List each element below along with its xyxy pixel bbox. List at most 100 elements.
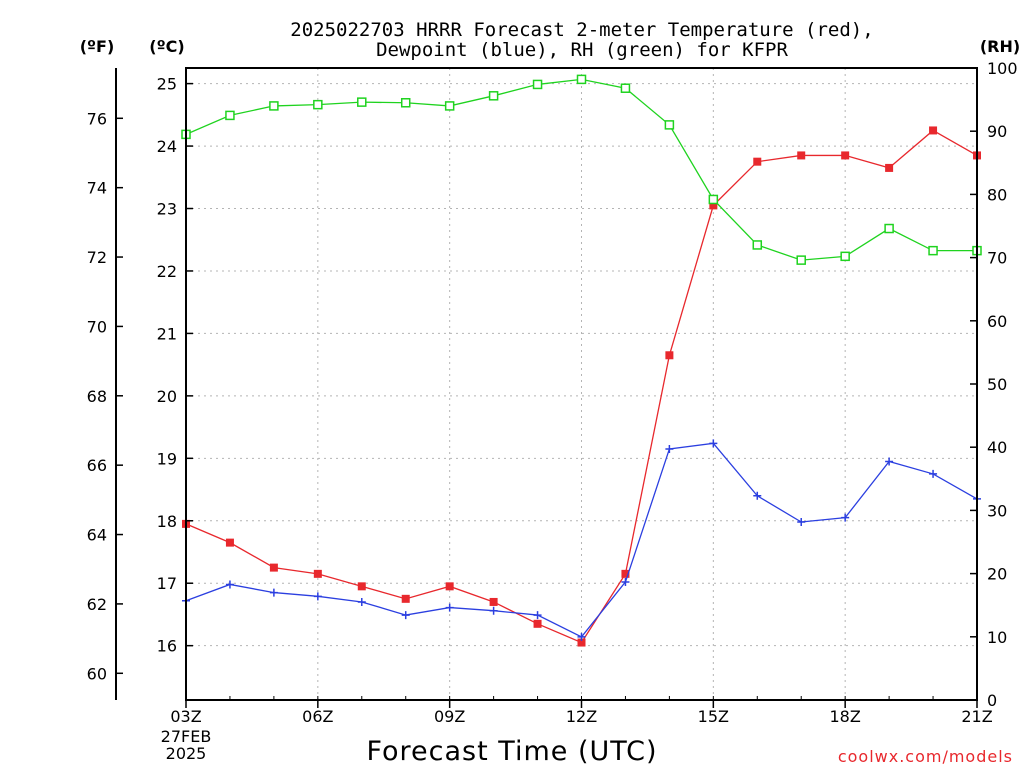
x-date-label: 27FEB [161,727,212,746]
series-rh [181,74,982,265]
rh-point [313,99,323,110]
rh-line [185,78,977,261]
rh-point [840,251,850,262]
x-year-label: 2025 [166,744,207,763]
temperature-point [269,563,278,572]
temperature-point [357,582,366,591]
temperature-point [533,619,542,628]
celsius-tick-label: 21 [157,324,177,343]
rh-tick-label: 90 [987,122,1007,141]
grid-lines [186,68,977,700]
dewpoint-point [489,606,498,615]
dewpoint-point [577,632,586,641]
series-dewpoint [182,439,981,641]
temperature-point [489,597,498,606]
rh-point [752,240,763,250]
fahrenheit-tick-label: 64 [87,526,107,545]
temperature-point [445,582,454,591]
dewpoint-point [533,611,542,620]
dewpoint-point [357,597,366,606]
temperature-point [225,538,234,547]
temperature-point [929,126,938,135]
fahrenheit-unit-label: (ºF) [80,37,115,56]
chart-title: 2025022703 HRRR Forecast 2-meter Tempera… [290,19,873,41]
celsius-tick-label: 16 [157,637,177,656]
temperature-point [753,157,762,166]
celsius-unit-label: (ºC) [149,37,184,56]
x-tick-label: 06Z [302,707,333,726]
celsius-tick-label: 17 [157,574,177,593]
fahrenheit-tick-label: 68 [87,387,107,406]
rh-point [620,83,631,93]
rh-point [269,101,279,111]
x-tick-label: 09Z [434,707,465,726]
rh-point [796,255,806,265]
chart-subtitle: Dewpoint (blue), RH (green) for KFPR [376,39,788,61]
celsius-tick-label: 22 [157,262,177,281]
celsius-tick-label: 20 [157,387,177,406]
fahrenheit-tick-label: 74 [87,179,107,198]
dewpoint-point [401,611,410,620]
dewpoint-point [841,513,850,522]
dewpoint-line [185,442,978,638]
x-tick-label: 15Z [698,707,729,726]
celsius-tick-label: 18 [157,512,177,531]
rh-tick-label: 50 [987,375,1007,394]
rh-tick-label: 80 [987,185,1007,204]
dewpoint-point [225,580,234,589]
dewpoint-point [665,444,674,453]
temperature-point [885,163,894,172]
fahrenheit-tick-label: 62 [87,595,107,614]
x-tick-label: 12Z [566,707,597,726]
dewpoint-point [269,588,278,597]
rh-point [225,110,235,121]
rh-point [532,79,543,90]
rh-tick-label: 60 [987,312,1007,331]
fahrenheit-tick-label: 60 [87,664,107,683]
rh-point [708,194,719,205]
rh-point [400,98,411,108]
watermark: coolwx.com/models [838,747,1013,766]
celsius-tick-label: 23 [157,200,177,219]
rh-tick-label: 100 [987,59,1018,78]
dewpoint-point [621,577,630,586]
dewpoint-point [445,603,454,612]
x-tick-label: 18Z [830,707,861,726]
temperature-point [709,201,718,210]
temperature-point [401,594,410,603]
rh-point [357,97,367,107]
rh-point [884,223,894,234]
fahrenheit-tick-label: 70 [87,317,107,336]
rh-point [444,101,455,111]
temperature-point [797,151,806,160]
celsius-tick-label: 25 [157,75,177,94]
x-axis-title: Forecast Time (UTC) [366,736,657,767]
dewpoint-point [753,491,762,500]
series-layer [181,74,982,647]
rh-point [928,245,938,256]
dewpoint-point [313,592,322,601]
celsius-tick-label: 24 [157,137,177,156]
rh-tick-label: 0 [987,691,997,710]
rh-point [664,120,675,130]
temperature-point [313,569,322,578]
x-tick-label: 21Z [961,707,992,726]
temperature-point [841,151,850,160]
temperature-point [665,351,674,360]
rh-tick-label: 70 [987,249,1007,268]
temperature-point [577,638,586,647]
celsius-tick-label: 19 [157,449,177,468]
rh-unit-label: (RH) [980,37,1020,56]
rh-point [488,91,499,101]
fahrenheit-tick-label: 66 [87,456,107,475]
fahrenheit-tick-label: 76 [87,109,107,128]
rh-tick-label: 20 [987,565,1007,584]
dewpoint-point [797,518,806,527]
rh-tick-label: 40 [987,438,1007,457]
x-tick-label: 03Z [170,707,201,726]
dewpoint-point [709,439,718,448]
axes: 60 62 64 66 68 70 72 74 76 16 17 18 19 20 21 22 23 24 25 0 1… [87,59,1018,726]
plot-frame [185,67,978,701]
dewpoint-point [885,457,894,466]
